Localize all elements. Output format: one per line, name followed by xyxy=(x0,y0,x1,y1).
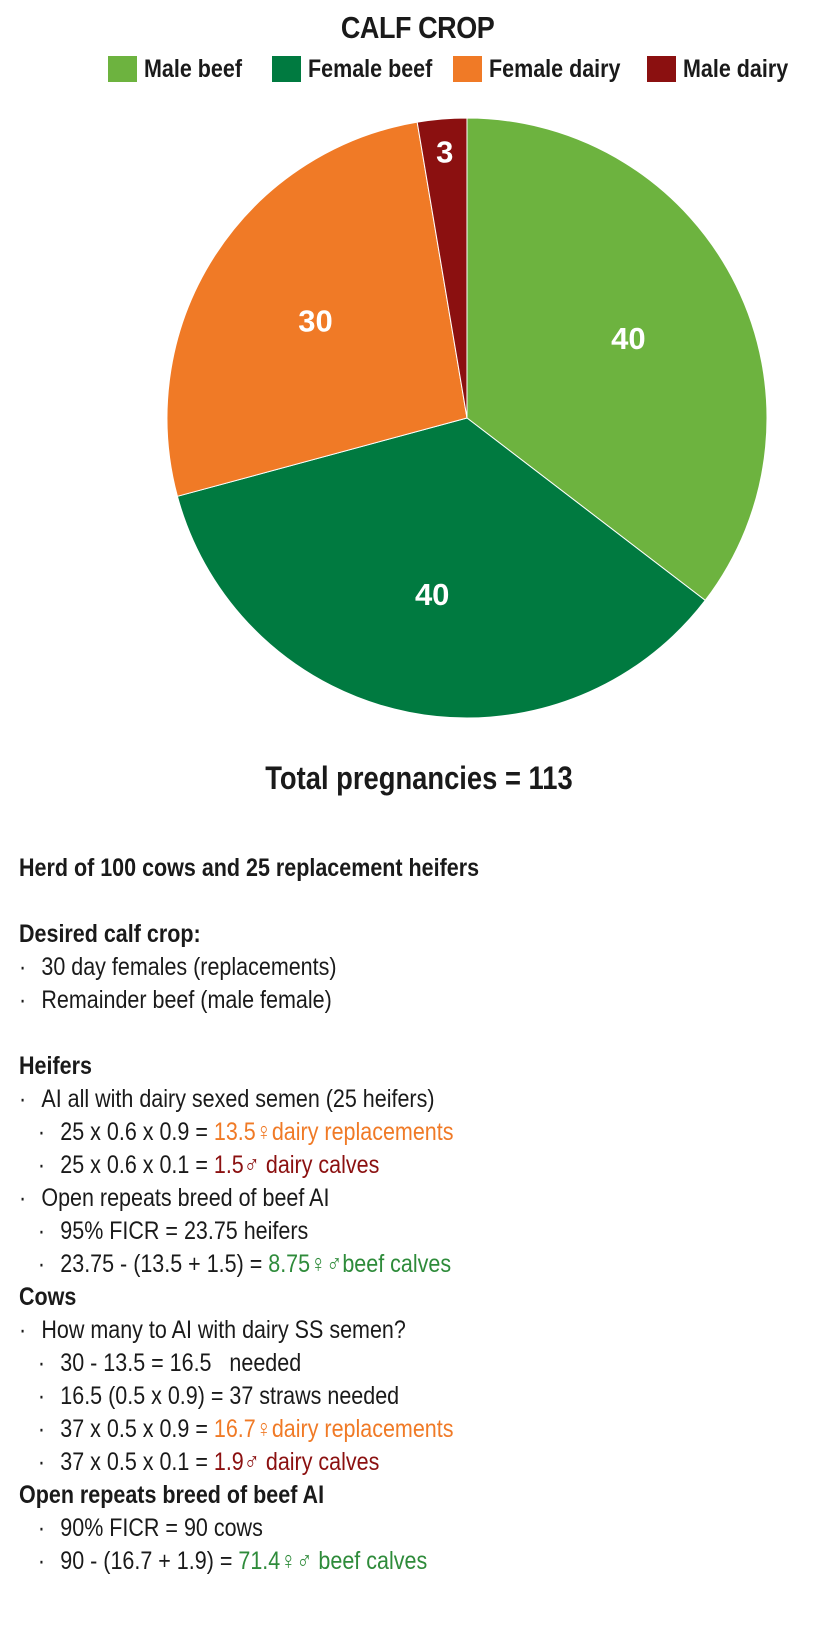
herd-line: Herd of 100 cows and 25 replacement heif… xyxy=(19,854,480,882)
list-item: · 37 x 0.5 x 0.1 = 1.9♂ dairy calves xyxy=(37,1448,380,1476)
list-item: · AI all with dairy sexed semen (25 heife… xyxy=(19,1085,435,1113)
legend-swatch xyxy=(272,56,301,82)
list-item: · 16.5 (0.5 x 0.9) = 37 straws needed xyxy=(37,1382,400,1410)
list-item: · 23.75 - (13.5 + 1.5) = 8.75♀♂beef calve… xyxy=(37,1250,452,1278)
list-item: · 30 - 13.5 = 16.5 needed xyxy=(37,1349,302,1377)
chart-caption: Total pregnancies = 113 xyxy=(265,760,573,796)
list-item: · 30 day females (replacements) xyxy=(19,953,337,981)
pie-slice-female-dairy xyxy=(166,121,468,497)
legend-label: Female dairy xyxy=(489,54,621,83)
chart-legend: Male beef Female beef Female dairy Male … xyxy=(108,55,807,83)
list-item: · Open repeats breed of beef AI xyxy=(19,1184,330,1212)
list-item: · 25 x 0.6 x 0.9 = 13.5♀dairy replacement… xyxy=(37,1118,454,1146)
chart-title: CALF CROP xyxy=(340,10,495,45)
pie-chart: 40 40 30 3 xyxy=(166,117,768,719)
data-label-female-dairy: 30 xyxy=(298,303,332,338)
pie-slice-male-beef xyxy=(466,117,768,602)
data-label-male-dairy: 3 xyxy=(436,134,453,169)
list-item: · Remainder beef (male female) xyxy=(19,986,332,1014)
list-item: · 37 x 0.5 x 0.9 = 16.7♀dairy replacement… xyxy=(37,1415,454,1443)
legend-item-male-dairy: Male dairy xyxy=(647,55,803,84)
legend-item-female-dairy: Female dairy xyxy=(453,55,643,84)
open-repeats-heading: Open repeats breed of beef AI xyxy=(19,1481,325,1509)
legend-item-female-beef: Female beef xyxy=(272,55,449,84)
list-item: · 95% FICR = 23.75 heifers xyxy=(37,1217,309,1245)
desired-heading: Desired calf crop: xyxy=(19,920,201,948)
data-label-male-beef: 40 xyxy=(611,321,645,356)
legend-swatch xyxy=(108,56,137,82)
legend-label: Female beef xyxy=(308,54,433,83)
data-label-female-beef: 40 xyxy=(415,577,449,612)
cows-heading: Cows xyxy=(19,1283,77,1311)
legend-item-male-beef: Male beef xyxy=(108,55,268,84)
list-item: · 90% FICR = 90 cows xyxy=(37,1514,263,1542)
list-item: · 90 - (16.7 + 1.9) = 71.4♀♂ beef calves xyxy=(37,1547,428,1575)
list-item: · 25 x 0.6 x 0.1 = 1.5♂ dairy calves xyxy=(37,1151,380,1179)
list-item: · How many to AI with dairy SS semen? xyxy=(19,1316,406,1344)
legend-swatch xyxy=(453,56,482,82)
pie-slice-female-beef xyxy=(176,417,706,719)
legend-label: Male dairy xyxy=(683,54,789,83)
legend-label: Male beef xyxy=(144,54,242,83)
heifers-heading: Heifers xyxy=(19,1052,92,1080)
legend-swatch xyxy=(647,56,676,82)
calculation-notes: Herd of 100 cows and 25 replacement heif… xyxy=(19,852,793,1578)
pie-slice-male-dairy xyxy=(416,117,468,419)
